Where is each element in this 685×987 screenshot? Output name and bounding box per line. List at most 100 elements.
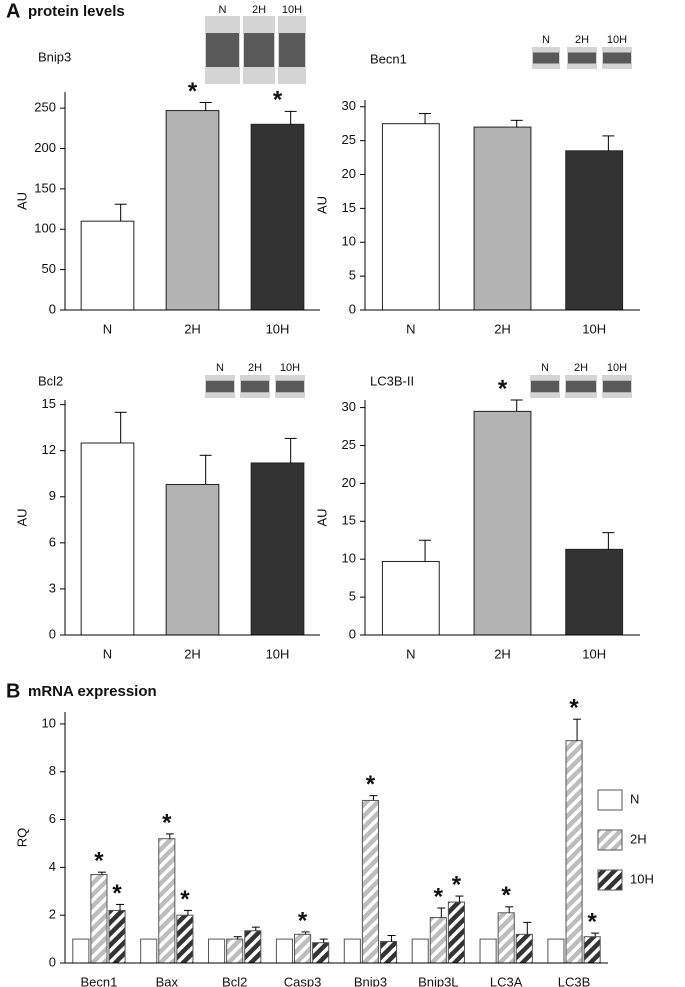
y-tick-label: 30 [342,399,356,414]
y-tick-label: 6 [49,811,56,826]
y-tick-label: 10 [342,234,356,249]
lane-label: 10H [607,362,627,374]
lane-label: 2H [574,362,588,374]
bar [497,912,515,964]
bar [583,936,601,964]
significance-star: * [569,695,579,722]
y-tick-label: 3 [49,580,56,595]
x-tick-label: Bax [156,974,179,987]
legend-swatch [597,869,623,891]
y-tick-label: 5 [349,268,356,283]
blot-band [206,33,239,67]
y-tick-label: 10 [342,551,356,566]
significance-star: * [162,809,172,836]
blot-band [603,52,631,64]
significance-star: * [434,883,444,910]
chart-title: Bcl2 [38,373,63,388]
x-tick-label: LC3A [490,974,523,987]
blot-band [206,380,234,393]
blot-band [568,52,596,64]
blot-band [603,380,631,393]
bar [208,938,226,964]
y-axis-label: AU [314,196,329,214]
bar [244,930,262,964]
y-tick-label: 12 [42,442,56,457]
bar [565,740,583,964]
bar [108,909,126,964]
x-tick-label: 2H [494,646,511,661]
y-axis-label: AU [14,508,29,526]
bar [80,220,135,311]
y-tick-label: 0 [349,626,356,641]
bar [294,933,312,964]
y-tick-label: 2 [49,907,56,922]
legend-label: 2H [630,831,647,846]
bar [250,123,305,311]
y-tick-label: 0 [49,954,56,969]
x-tick-label: 10H [582,321,606,336]
x-tick-label: 10H [266,321,290,336]
y-tick-label: 6 [49,534,56,549]
bar [80,442,135,636]
lane-label: 2H [252,4,266,16]
y-tick-label: 10 [42,715,56,730]
significance-star: * [452,871,462,898]
x-tick-label: 2H [184,646,201,661]
significance-star: * [366,771,376,798]
x-tick-label: Bcl2 [222,974,247,987]
chart-title: Bnip3 [38,49,71,64]
bar [379,940,398,964]
bar [275,938,294,964]
significance-star: * [298,907,308,934]
bar [72,938,90,964]
legend-label: 10H [630,871,654,886]
y-tick-label: 25 [342,437,356,452]
y-tick-label: 9 [49,488,56,503]
x-tick-label: Bnip3L [418,974,458,987]
bar [411,938,429,964]
x-tick-label: N [406,321,415,336]
bar [473,410,532,636]
bar [140,938,158,964]
lane-label: N [219,4,227,16]
bar [515,933,533,964]
x-tick-label: N [103,646,112,661]
blot-band [533,52,559,64]
lane-label: 2H [248,362,262,374]
bar [250,462,305,636]
bar [565,150,624,311]
bar [381,123,440,311]
legend-label: N [630,791,639,806]
panel-letter: B [6,680,20,702]
y-tick-label: 0 [49,626,56,641]
x-tick-label: Casp3 [284,974,322,987]
bar [165,483,220,636]
lane-label: 10H [282,4,302,16]
bar [165,110,220,311]
y-tick-label: 20 [342,475,356,490]
significance-star: * [273,87,283,114]
bar [473,126,532,311]
blot-band [244,33,274,67]
significance-star: * [502,882,512,909]
blot-band [241,380,269,393]
bar [447,901,465,964]
legend-swatch [597,829,623,851]
bar [565,548,624,636]
lane-label: 2H [575,34,589,46]
y-tick-label: 50 [42,261,56,276]
x-tick-label: Becn1 [81,974,118,987]
y-tick-label: 5 [349,589,356,604]
significance-star: * [498,375,508,402]
bar [176,914,194,964]
y-tick-label: 250 [34,100,56,115]
x-tick-label: 2H [494,321,511,336]
y-tick-label: 4 [49,859,56,874]
y-tick-label: 15 [342,513,356,528]
x-tick-label: 10H [266,646,290,661]
bar [226,938,244,964]
lane-label: N [541,362,549,374]
lane-label: 10H [607,34,627,46]
y-tick-label: 200 [34,140,56,155]
